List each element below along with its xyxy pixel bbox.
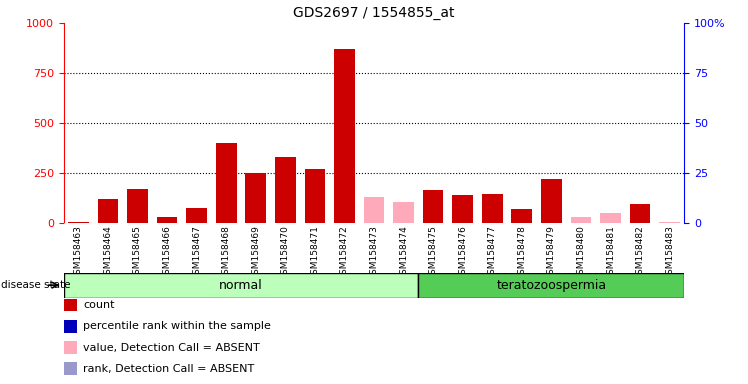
Text: rank, Detection Call = ABSENT: rank, Detection Call = ABSENT	[83, 364, 254, 374]
Bar	[393, 202, 414, 223]
Text: GSM158472: GSM158472	[340, 225, 349, 280]
Text: GSM158473: GSM158473	[370, 225, 378, 280]
Text: GSM158476: GSM158476	[459, 225, 468, 280]
Text: GSM158470: GSM158470	[280, 225, 289, 280]
Bar	[541, 179, 562, 223]
Bar	[97, 199, 118, 223]
Bar	[64, 273, 418, 298]
Text: GSM158480: GSM158480	[577, 225, 586, 280]
Bar	[659, 222, 680, 223]
Text: value, Detection Call = ABSENT: value, Detection Call = ABSENT	[83, 343, 260, 353]
Bar	[571, 217, 591, 223]
Text: GSM158482: GSM158482	[636, 225, 645, 280]
Text: GDS2697 / 1554855_at: GDS2697 / 1554855_at	[293, 6, 455, 20]
Bar	[156, 217, 177, 223]
Text: GSM158465: GSM158465	[133, 225, 142, 280]
Bar	[630, 204, 651, 223]
Text: GSM158481: GSM158481	[606, 225, 615, 280]
Text: count: count	[83, 300, 114, 310]
Text: GSM158469: GSM158469	[251, 225, 260, 280]
Text: disease state: disease state	[1, 280, 70, 290]
Text: normal: normal	[219, 279, 263, 291]
Text: GSM158468: GSM158468	[221, 225, 230, 280]
Text: GSM158483: GSM158483	[665, 225, 674, 280]
Text: GSM158478: GSM158478	[518, 225, 527, 280]
Bar	[453, 195, 473, 223]
Text: GSM158463: GSM158463	[74, 225, 83, 280]
Text: GSM158477: GSM158477	[488, 225, 497, 280]
Bar	[512, 209, 532, 223]
Bar	[216, 143, 236, 223]
Bar	[275, 157, 295, 223]
Text: GSM158467: GSM158467	[192, 225, 201, 280]
Bar	[186, 208, 207, 223]
Text: teratozoospermia: teratozoospermia	[497, 279, 607, 291]
Text: GSM158471: GSM158471	[310, 225, 319, 280]
Bar	[245, 173, 266, 223]
Bar	[304, 169, 325, 223]
Text: GSM158479: GSM158479	[547, 225, 556, 280]
Text: GSM158474: GSM158474	[399, 225, 408, 280]
Bar	[482, 194, 503, 223]
Bar	[68, 222, 89, 223]
Bar	[364, 197, 384, 223]
Bar	[418, 273, 684, 298]
Bar	[127, 189, 148, 223]
Text: GSM158475: GSM158475	[429, 225, 438, 280]
Text: GSM158466: GSM158466	[162, 225, 171, 280]
Bar	[423, 190, 444, 223]
Bar	[334, 49, 355, 223]
Text: GSM158464: GSM158464	[103, 225, 112, 280]
Bar	[600, 213, 621, 223]
Text: percentile rank within the sample: percentile rank within the sample	[83, 321, 271, 331]
